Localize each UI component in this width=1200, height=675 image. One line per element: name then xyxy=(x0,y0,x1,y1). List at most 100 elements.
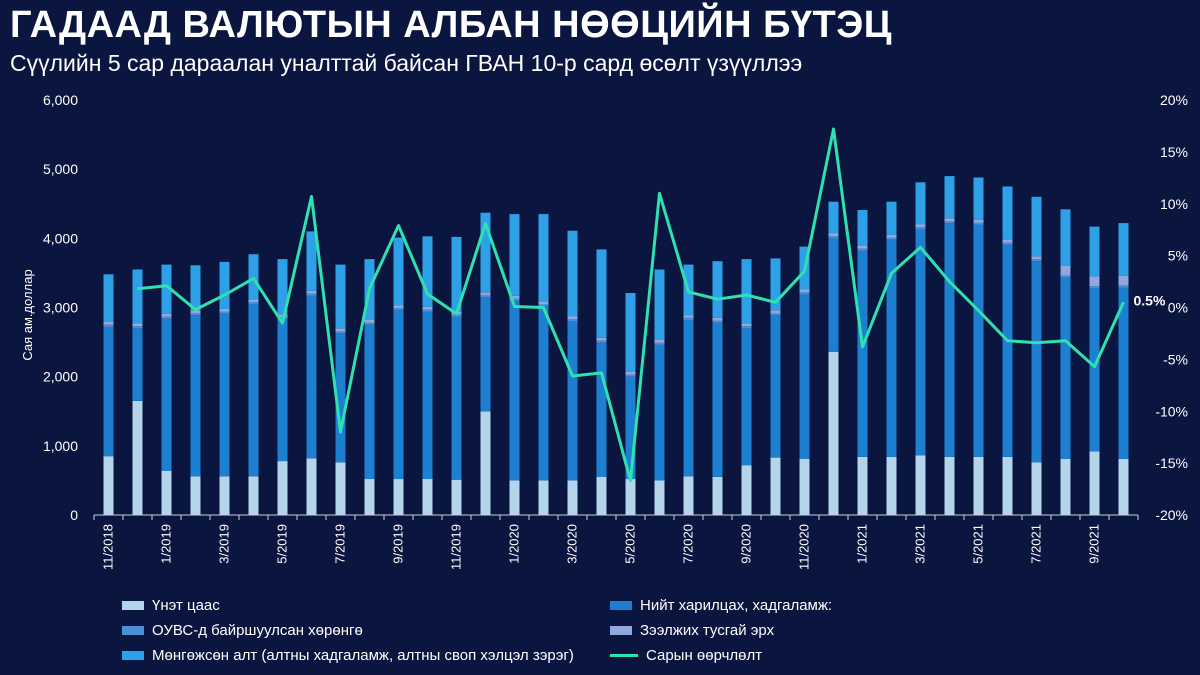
bar-segment xyxy=(828,236,839,239)
bar-segment xyxy=(712,261,723,318)
bar-segment xyxy=(422,479,433,515)
bar-segment xyxy=(132,323,143,327)
bar-segment xyxy=(654,480,665,515)
bar-segment xyxy=(103,274,114,322)
bar-segment xyxy=(567,321,578,481)
x-tick-label: 11/2019 xyxy=(449,524,464,570)
bar-segment xyxy=(509,298,520,301)
bar-segment xyxy=(596,342,607,477)
bar-segment xyxy=(190,265,201,311)
x-tick-label: 3/2020 xyxy=(565,524,580,564)
bar-segment xyxy=(625,293,636,372)
bar-segment xyxy=(451,314,462,317)
x-tick-label: 9/2021 xyxy=(1087,524,1102,564)
bar-segment xyxy=(567,316,578,320)
bar-segment xyxy=(219,476,230,515)
bar-segment xyxy=(480,292,491,296)
y-tick-label: 0 xyxy=(70,507,78,523)
bar-segment xyxy=(857,245,868,249)
bar-segment xyxy=(306,458,317,515)
line-group xyxy=(137,127,1125,483)
legend-item-securities: Үнэт цаас xyxy=(122,597,220,614)
bar-segment xyxy=(886,234,897,238)
x-tick-label: 7/2020 xyxy=(681,524,696,564)
legend-swatch xyxy=(610,654,638,657)
bar-segment xyxy=(480,297,491,412)
bar-segment xyxy=(973,222,984,225)
legend-swatch xyxy=(122,651,144,660)
bar-segment xyxy=(132,326,143,329)
bar-segment xyxy=(538,306,549,481)
bar-segment xyxy=(538,214,549,302)
bar-segment xyxy=(915,229,926,456)
bar-segment xyxy=(741,465,752,515)
legend-label: Мөнгөжсөн алт (алтны хадгаламж, алтны св… xyxy=(152,647,574,664)
bar-segment xyxy=(567,230,578,317)
bar-segment xyxy=(1060,277,1071,459)
legend-swatch xyxy=(610,601,632,610)
y-axis-title: Сая ам.доллар xyxy=(20,269,35,360)
legend-swatch xyxy=(122,626,144,635)
bar-segment xyxy=(480,295,491,298)
bar-segment xyxy=(1118,223,1129,276)
bar-segment xyxy=(770,310,781,314)
bar-segment xyxy=(1002,242,1013,245)
bar-segment xyxy=(132,269,143,324)
bar-segment xyxy=(161,318,172,471)
bar-segment xyxy=(625,479,636,515)
bar-segment xyxy=(1002,186,1013,240)
bar-segment xyxy=(335,462,346,515)
y-tick-label: 3,000 xyxy=(43,300,78,316)
bar-segment xyxy=(335,331,346,334)
legend-swatch xyxy=(122,601,144,610)
bar-segment xyxy=(509,214,520,296)
bar-segment xyxy=(480,212,491,293)
bar-segment xyxy=(190,315,201,477)
bar-segment xyxy=(364,320,375,323)
bar-segment xyxy=(886,201,897,235)
bar-segment xyxy=(422,306,433,310)
bar-segment xyxy=(132,400,143,515)
bar-segment xyxy=(683,320,694,477)
x-tick-label: 3/2021 xyxy=(913,524,928,564)
bar-segment xyxy=(1118,285,1129,288)
bar-segment xyxy=(451,236,462,312)
bar-segment xyxy=(741,323,752,327)
bar-segment xyxy=(509,480,520,515)
bar-segment xyxy=(277,319,288,462)
bar-segment xyxy=(219,311,230,314)
bar-segment xyxy=(1031,196,1042,257)
y2-tick-label: -20% xyxy=(1155,507,1188,523)
bar-segment xyxy=(509,300,520,481)
axes-group: 11/2018 1/2019 3/2019 5/2019 7/2019 9/2019 11/… xyxy=(43,92,1188,570)
bar-segment xyxy=(1031,259,1042,262)
bar-segment xyxy=(654,340,665,343)
bar-segment xyxy=(828,351,839,515)
bar-segment xyxy=(219,308,230,312)
bar-segment xyxy=(799,292,810,295)
bar-segment xyxy=(103,322,114,325)
bar-segment xyxy=(683,315,694,318)
bar-segment xyxy=(973,177,984,220)
bar-segment xyxy=(219,261,230,309)
x-tick-label: 5/2021 xyxy=(971,524,986,564)
bar-segment xyxy=(1118,275,1129,286)
bar-segment xyxy=(248,254,259,300)
legend-label: Нийт харилцах, хадгаламж: xyxy=(640,597,833,614)
x-tick-label: 3/2019 xyxy=(217,524,232,564)
bar-segment xyxy=(625,376,636,480)
bar-segment xyxy=(422,309,433,312)
bar-segment xyxy=(915,227,926,230)
bar-segment xyxy=(1002,239,1013,243)
x-tick-label: 9/2019 xyxy=(391,524,406,564)
y-tick-label: 2,000 xyxy=(43,369,78,385)
bar-segment xyxy=(161,264,172,314)
bar-segment xyxy=(306,231,317,291)
bar-segment xyxy=(509,295,520,299)
bar-segment xyxy=(538,304,549,307)
bar-segment xyxy=(480,411,491,516)
y-tick-label: 5,000 xyxy=(43,161,78,177)
bar-segment xyxy=(393,310,404,480)
bar-segment xyxy=(712,317,723,321)
